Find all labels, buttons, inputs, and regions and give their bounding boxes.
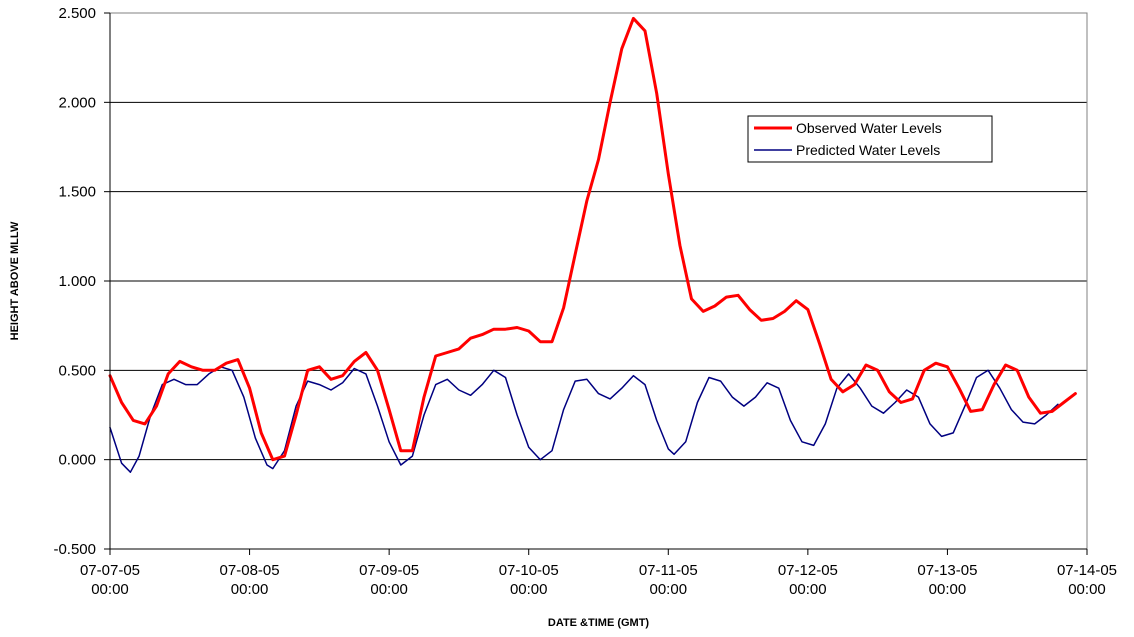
x-tick-time: 00:00 <box>929 581 967 598</box>
y-tick-label: 1.500 <box>58 184 96 201</box>
x-tick-labels: 07-07-05 00:00 07-08-05 00:00 07-09-05 00:00 0… <box>80 562 1117 598</box>
axes <box>104 12 1088 555</box>
predicted-series-line <box>109 366 1059 473</box>
y-tick-label: 1.000 <box>58 273 96 290</box>
y-axis-title: HEIGHT ABOVE MLLW <box>9 221 21 340</box>
x-tick-time: 00:00 <box>231 581 269 598</box>
legend: Observed Water Levels Predicted Water Le… <box>747 115 993 163</box>
x-tick-date: 07-09-05 <box>359 562 419 579</box>
x-tick-date: 07-07-05 <box>80 562 140 579</box>
x-tick-date: 07-14-05 <box>1057 562 1117 579</box>
x-axis-title: DATE &TIME (GMT) <box>548 617 650 629</box>
x-tick-time: 00:00 <box>91 581 129 598</box>
x-tick-date: 07-10-05 <box>499 562 559 579</box>
y-tick-labels: -0.500 0.000 0.500 1.000 1.500 2.000 2.500 <box>53 5 96 558</box>
legend-box <box>747 115 993 163</box>
grid-lines <box>110 12 1087 550</box>
x-tick-time: 00:00 <box>789 581 827 598</box>
y-tick-label: 2.500 <box>58 5 96 22</box>
y-tick-label: -0.500 <box>53 541 96 558</box>
legend-label-observed: Observed Water Levels <box>796 120 942 136</box>
x-tick-time: 00:00 <box>510 581 548 598</box>
y-tick-label: 0.500 <box>58 362 96 379</box>
x-tick-time: 00:00 <box>370 581 408 598</box>
x-tick-date: 07-11-05 <box>639 562 698 579</box>
legend-label-predicted: Predicted Water Levels <box>796 142 940 158</box>
x-tick-date: 07-12-05 <box>778 562 838 579</box>
observed-series-line <box>108 16 1077 462</box>
x-tick-date: 07-08-05 <box>220 562 280 579</box>
x-tick-date: 07-13-05 <box>917 562 977 579</box>
x-tick-time: 00:00 <box>1068 581 1106 598</box>
y-tick-label: 2.000 <box>58 94 96 111</box>
x-tick-time: 00:00 <box>650 581 688 598</box>
y-tick-label: 0.000 <box>58 452 96 469</box>
series-layer <box>108 16 1077 473</box>
